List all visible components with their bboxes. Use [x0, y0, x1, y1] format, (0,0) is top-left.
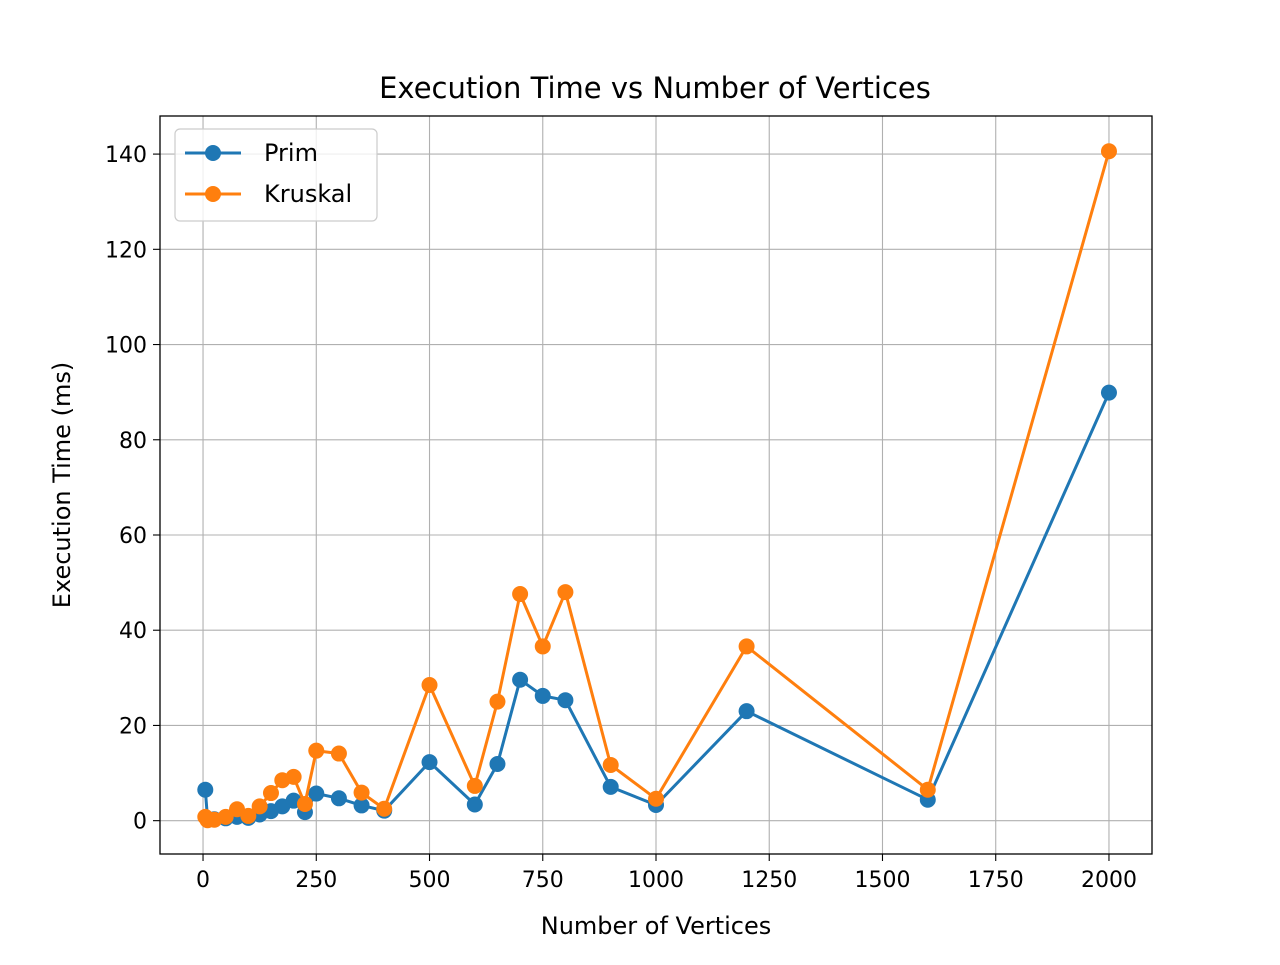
x-tick-label: 2000 [1081, 868, 1137, 893]
data-point-prim [353, 797, 370, 814]
data-point-kruskal [534, 638, 551, 655]
data-point-prim [466, 796, 483, 813]
data-point-kruskal [512, 586, 529, 603]
x-tick-label: 500 [409, 868, 451, 893]
data-point-kruskal [489, 693, 506, 710]
x-tick-label: 0 [196, 868, 210, 893]
y-tick-label: 120 [105, 238, 147, 263]
data-point-kruskal [285, 768, 302, 785]
data-point-kruskal [919, 781, 936, 798]
x-tick-label: 1000 [628, 868, 684, 893]
grid [160, 116, 1152, 854]
y-tick-label: 40 [119, 619, 147, 644]
data-point-kruskal [648, 790, 664, 807]
legend-swatch-marker [205, 186, 221, 202]
data-point-prim [330, 790, 347, 807]
y-tick-label: 100 [105, 334, 147, 359]
legend-label: Prim [264, 139, 318, 167]
data-point-kruskal [330, 745, 347, 762]
data-point-kruskal [308, 742, 325, 759]
data-point-prim [512, 671, 529, 688]
data-point-prim [308, 785, 325, 802]
legend: Prim Kruskal [174, 128, 378, 222]
y-axis-label: Execution Time (ms) [48, 362, 76, 608]
data-point-kruskal [296, 796, 313, 813]
x-tick-label: 1500 [854, 868, 910, 893]
x-tick-label: 750 [522, 868, 564, 893]
chart-title: Execution Time vs Number of Vertices [379, 71, 931, 105]
data-point-prim [738, 703, 755, 720]
data-point-kruskal [557, 584, 574, 601]
y-tick-label: 140 [105, 143, 147, 168]
data-point-kruskal [466, 777, 483, 794]
data-point-kruskal [251, 798, 268, 815]
data-point-prim [197, 781, 214, 798]
x-tick-label: 250 [295, 868, 337, 893]
data-point-kruskal [421, 676, 438, 693]
data-point-prim [557, 692, 574, 709]
data-point-prim [534, 687, 551, 704]
data-point-kruskal [217, 808, 234, 825]
data-point-kruskal [1100, 143, 1117, 160]
ticks: 0 250 500 750 1000 1250 1500 1750 2000 0 20 40 60 80 1… [105, 143, 1137, 893]
data-point-prim [489, 756, 506, 773]
data-point-prim [421, 754, 438, 771]
legend-swatch-marker [205, 145, 221, 161]
legend-label: Kruskal [264, 180, 352, 208]
x-tick-label: 1250 [741, 868, 797, 893]
y-tick-label: 20 [119, 714, 147, 739]
series-kruskal [197, 143, 1117, 829]
data-point-prim [602, 778, 619, 795]
y-tick-label: 80 [119, 429, 147, 454]
x-tick-label: 1750 [968, 868, 1024, 893]
series-layer [197, 143, 1117, 829]
data-point-prim [1100, 384, 1117, 401]
data-point-kruskal [353, 784, 370, 801]
y-tick-label: 60 [119, 524, 147, 549]
x-axis-label: Number of Vertices [541, 912, 772, 940]
y-tick-label: 0 [133, 810, 147, 835]
data-point-kruskal [602, 756, 619, 773]
data-point-kruskal [738, 638, 755, 655]
data-point-kruskal [376, 800, 393, 817]
data-point-kruskal [240, 807, 257, 824]
data-point-kruskal [262, 785, 279, 802]
